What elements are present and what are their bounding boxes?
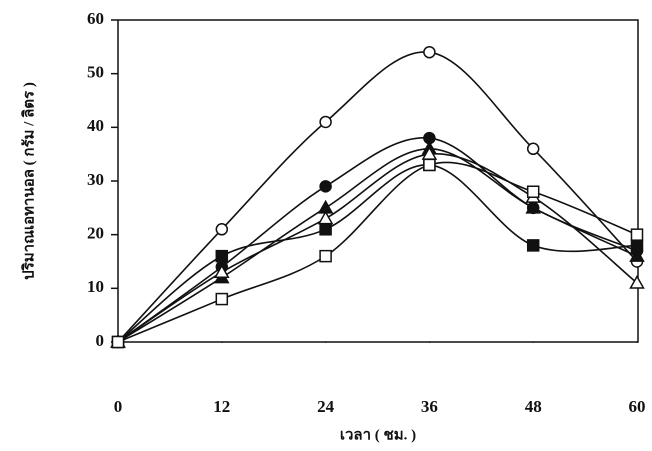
marker [423, 45, 436, 59]
marker [423, 158, 436, 172]
series-line [117, 137, 638, 343]
x-tick-label: 24 [317, 397, 335, 416]
marker [319, 249, 332, 263]
marker [215, 292, 229, 306]
marker [319, 223, 332, 236]
marker [629, 274, 645, 289]
marker [526, 185, 540, 198]
marker [630, 228, 644, 241]
series-line [117, 51, 638, 343]
marker [111, 335, 125, 349]
x-axis-title: เวลา ( ชม. ) [340, 427, 416, 443]
marker [526, 142, 540, 156]
y-tick-label: 30 [87, 170, 104, 189]
x-tick-label: 60 [629, 397, 646, 416]
x-tick-label: 48 [525, 397, 542, 416]
marker [319, 115, 332, 129]
y-tick-label: 0 [96, 331, 105, 350]
marker [630, 239, 644, 252]
marker [526, 239, 540, 252]
series-line [117, 153, 638, 343]
x-tick-label: 12 [213, 397, 230, 416]
marker [215, 249, 229, 263]
series-line [117, 161, 638, 343]
marker [525, 199, 541, 214]
marker [319, 180, 332, 193]
y-tick-label: 40 [87, 116, 104, 135]
x-tick-label: 0 [114, 397, 123, 416]
marker [317, 210, 334, 225]
y-tick-label: 60 [87, 9, 104, 28]
marker [215, 223, 229, 236]
marker [214, 264, 230, 278]
x-tick-label: 36 [421, 397, 438, 416]
series-line [117, 147, 638, 343]
series-line [117, 164, 638, 343]
y-tick-label: 50 [87, 63, 104, 82]
y-tick-label: 20 [87, 224, 104, 243]
y-tick-label: 10 [87, 277, 104, 296]
y-axis-title: ปริมาณเอทานอล ( กรัม / ลิตร ) [19, 82, 37, 280]
marker [629, 248, 645, 262]
